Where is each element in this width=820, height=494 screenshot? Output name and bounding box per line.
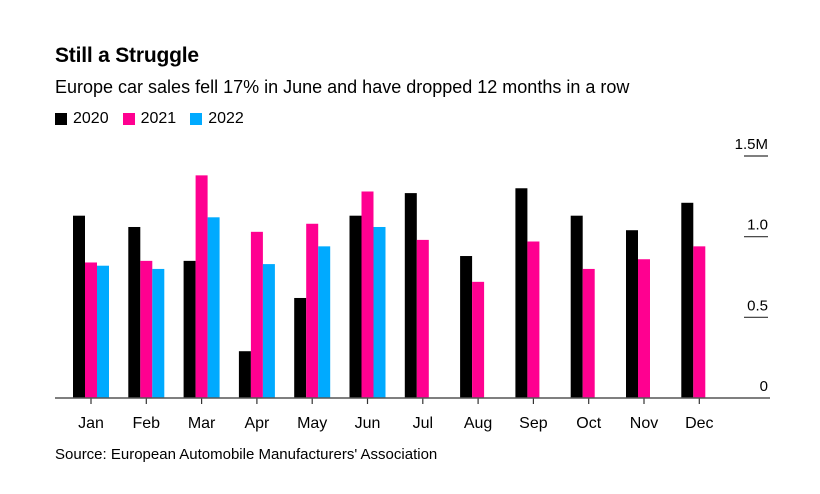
bar-2020-jun (349, 215, 362, 398)
bar-2021-jan (85, 262, 97, 398)
bar-2020-sep (515, 188, 528, 398)
x-tick-label: Jul (413, 415, 433, 432)
x-tick-label: Mar (188, 415, 216, 432)
bar-2021-nov (638, 259, 650, 398)
legend: 2020 2021 2022 (55, 110, 244, 128)
y-tick-label: 1.0 (747, 217, 768, 234)
y-tick-label: 1.5M (735, 136, 768, 153)
bar-2021-dec (693, 246, 706, 398)
bar-2020-feb (128, 226, 141, 398)
legend-item-2021: 2021 (122, 110, 177, 128)
y-tick-label: 0.5 (747, 297, 768, 314)
x-tick-label: May (297, 415, 327, 432)
legend-swatch-2021 (122, 113, 135, 125)
bar-2020-mar (183, 260, 196, 398)
bar-2022-jun (373, 226, 386, 398)
bar-2021-feb (140, 260, 153, 398)
bar-2022-jan (97, 265, 109, 398)
bar-2020-jan (73, 215, 85, 398)
bar-2020-aug (460, 256, 473, 398)
legend-swatch-2022 (190, 113, 203, 125)
x-tick-label: Apr (244, 415, 270, 432)
bar-2022-apr (262, 264, 275, 398)
legend-item-2022: 2022 (190, 110, 244, 128)
bar-2022-mar (207, 217, 220, 398)
chart-title: Still a Struggle (55, 44, 199, 67)
x-tick-label: Jun (355, 415, 381, 432)
bar-2021-oct (582, 268, 595, 398)
x-tick-label: Dec (685, 415, 713, 432)
x-tick-label: Sep (519, 415, 548, 432)
bar-2020-jul (404, 193, 417, 398)
x-tick-label: Nov (630, 415, 658, 432)
x-tick-label: Feb (133, 415, 161, 432)
bar-2022-feb (152, 268, 165, 398)
bar-2021-may (306, 223, 319, 398)
bar-2021-sep (527, 241, 540, 398)
bar-2020-apr (238, 351, 251, 398)
legend-item-2020: 2020 (55, 110, 109, 128)
bar-2020-dec (681, 202, 694, 398)
y-tick-label: 0 (760, 378, 768, 395)
legend-label-2020: 2020 (73, 110, 109, 127)
x-tick-label: Aug (464, 415, 492, 432)
bar-2021-jul (416, 239, 429, 398)
legend-label-2021: 2021 (140, 110, 177, 127)
x-tick-label: Jan (78, 415, 104, 432)
bar-2021-aug (472, 281, 485, 398)
chart-subtitle: Europe car sales fell 17% in June and ha… (55, 77, 630, 97)
legend-label-2022: 2022 (208, 110, 244, 127)
legend-swatch-2020 (55, 113, 67, 125)
bar-2021-apr (250, 231, 263, 398)
bar-2020-oct (570, 215, 583, 398)
bar-2021-mar (195, 175, 208, 398)
bar-2021-jun (361, 191, 374, 398)
bar-2020-may (294, 297, 307, 398)
bar-2022-may (318, 246, 331, 398)
x-tick-label: Oct (576, 415, 601, 432)
source-note: Source: European Automobile Manufacturer… (55, 446, 438, 463)
bar-2020-nov (626, 230, 638, 398)
